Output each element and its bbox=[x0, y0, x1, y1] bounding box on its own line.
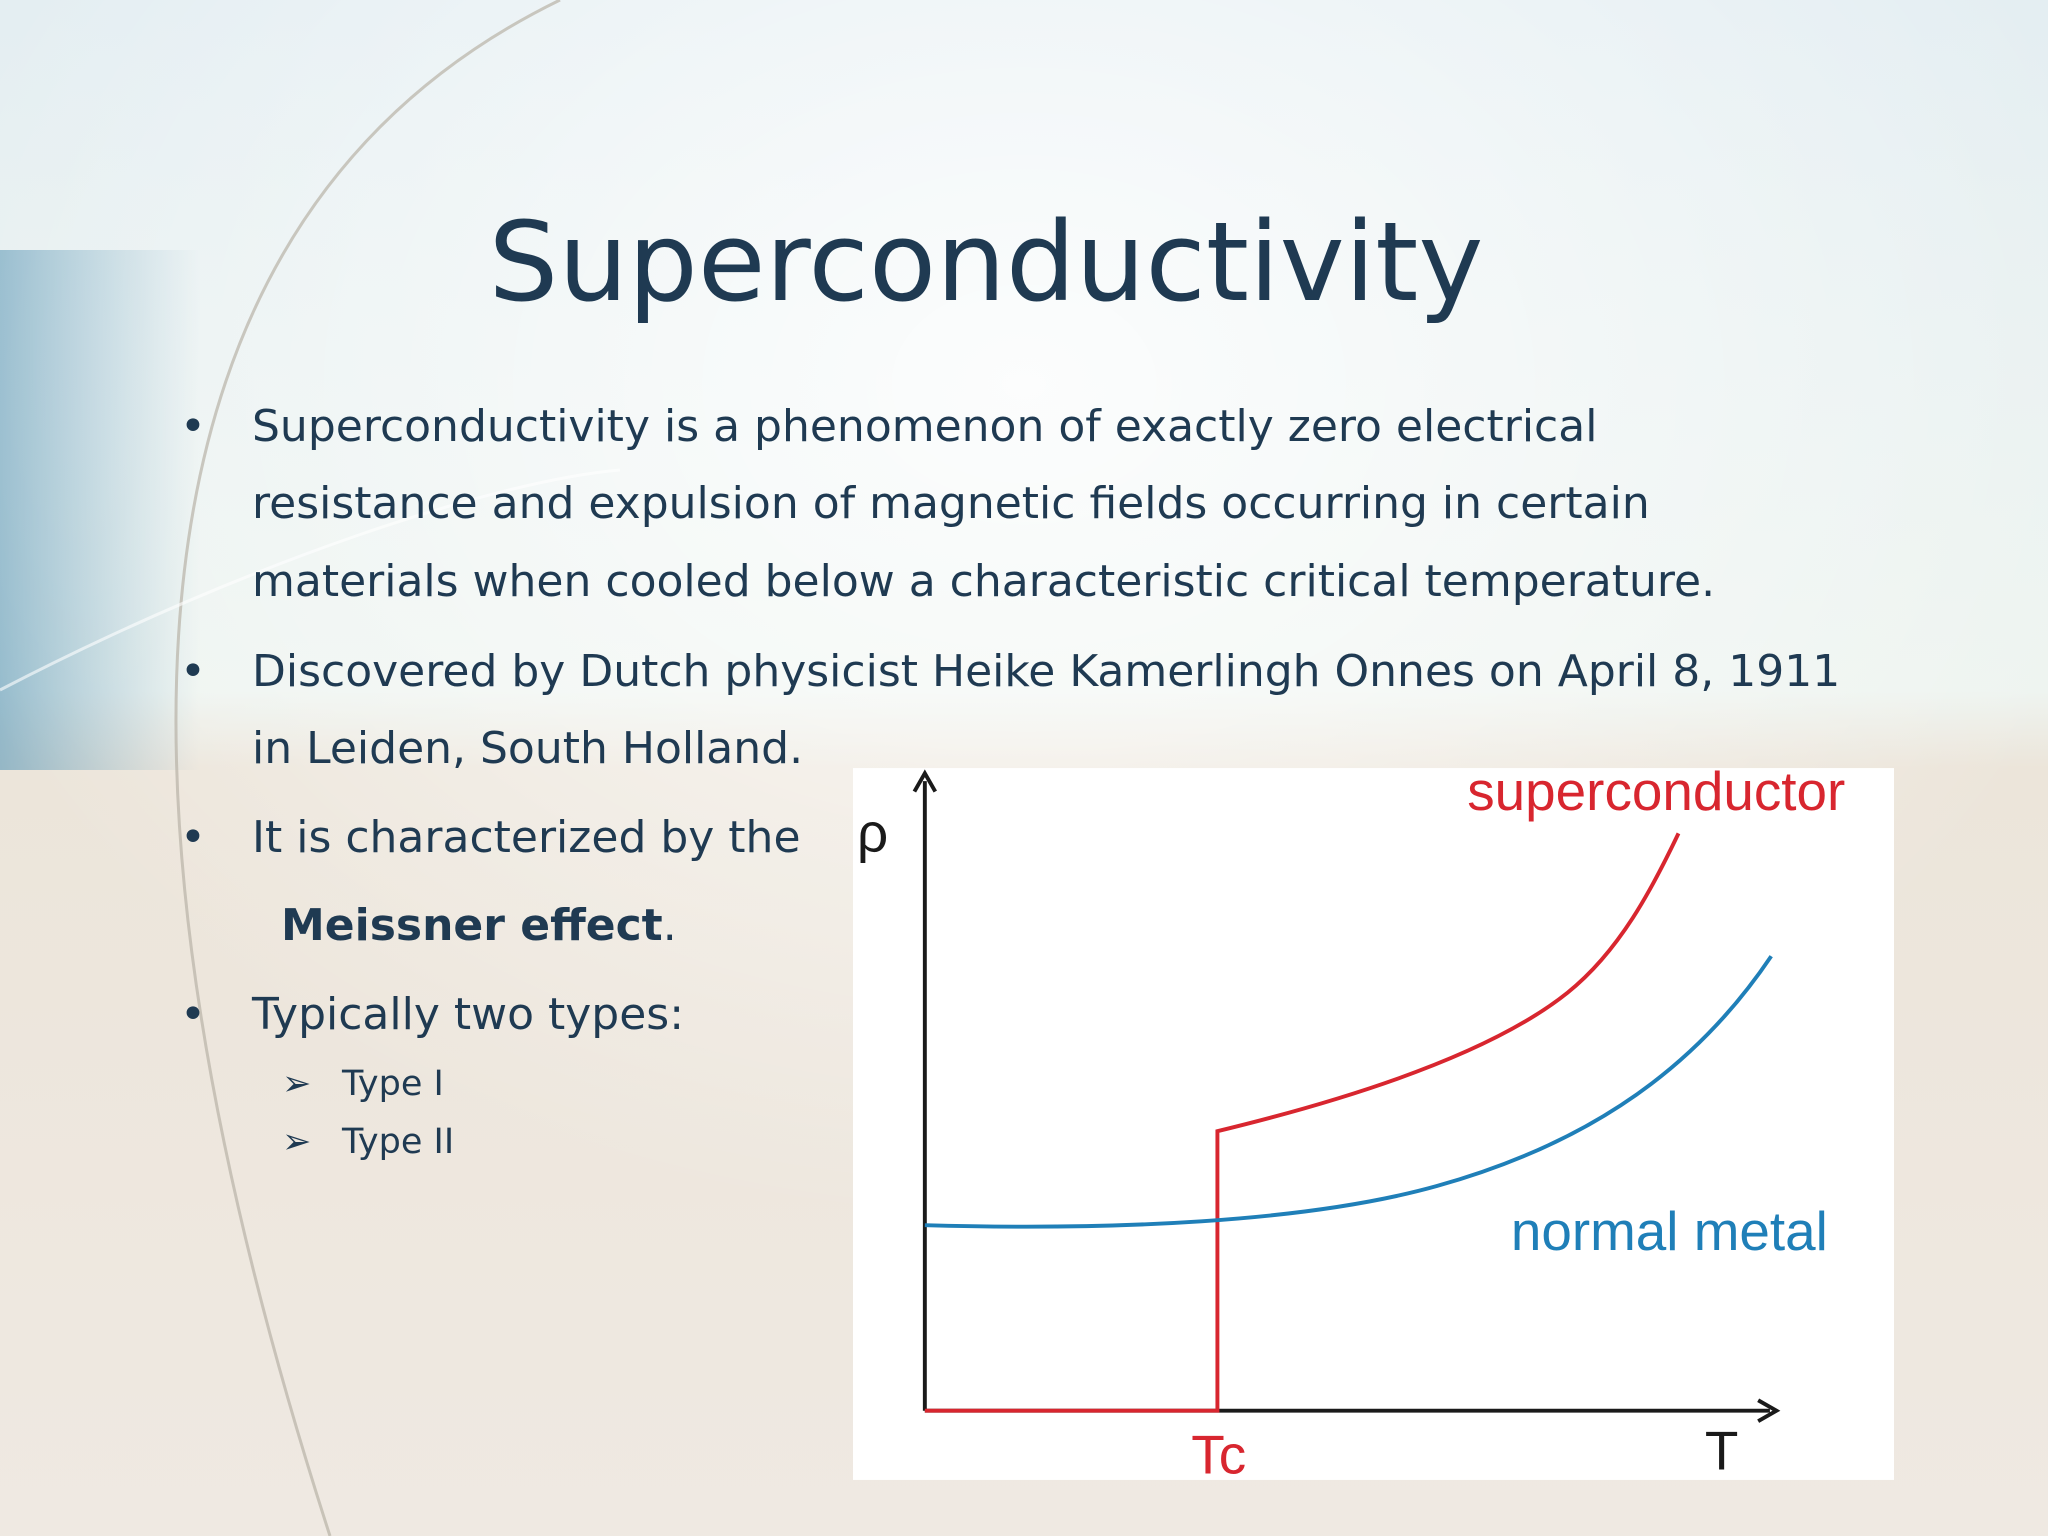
decor-curve bbox=[0, 468, 621, 692]
tc-label: Tc bbox=[1191, 1423, 1246, 1485]
bullet-text: materials when cooled below a characteri… bbox=[252, 556, 1715, 607]
bullet-text: It is characterized by the bbox=[252, 812, 801, 863]
curve-label: normal metal bbox=[1511, 1200, 1828, 1262]
bullet-dot: • bbox=[180, 812, 206, 863]
x-axis-label: T bbox=[1705, 1419, 1739, 1481]
sub-list: ➢ Type I ➢ Type II bbox=[282, 1064, 454, 1162]
punctuation: . bbox=[663, 900, 677, 951]
bold-term: Meissner effect bbox=[281, 900, 663, 951]
bullet-dot: • bbox=[180, 646, 206, 697]
sub-bullet-text: Type II bbox=[341, 1122, 454, 1162]
superconductor-curve bbox=[924, 832, 1681, 1413]
y-arrow bbox=[912, 769, 937, 793]
bullet-text: Meissner effect. bbox=[281, 900, 677, 951]
bullet-text: Superconductivity is a phenomenon of exa… bbox=[252, 401, 1597, 452]
diagram-bg bbox=[853, 768, 1894, 1480]
bullet-text: Discovered by Dutch physicist Heike Kame… bbox=[252, 646, 1840, 697]
bullet-text: in Leiden, South Holland. bbox=[252, 723, 803, 774]
diagram: ρ superconductor normal metal Tc T bbox=[853, 760, 1894, 1485]
normal-metal-curve bbox=[924, 955, 1773, 1229]
y-axis-label: ρ bbox=[857, 802, 888, 864]
sub-bullet-arrow: ➢ bbox=[282, 1064, 311, 1104]
bullet-dot: • bbox=[180, 989, 206, 1040]
bullet-text: resistance and expulsion of magnetic fie… bbox=[252, 478, 1650, 529]
sub-bullet-text: Type I bbox=[341, 1064, 444, 1104]
sub-bullet-arrow: ➢ bbox=[282, 1122, 311, 1162]
decor-curve bbox=[174, 0, 561, 1536]
bullet-list: • Superconductivity is a phenomenon of e… bbox=[180, 401, 1840, 1040]
bullet-dot: • bbox=[180, 401, 206, 452]
bullet-text: Typically two types: bbox=[251, 989, 684, 1040]
x-arrow bbox=[1757, 1398, 1781, 1423]
curve-label: superconductor bbox=[1467, 760, 1845, 822]
slide-title: Superconductivity bbox=[489, 198, 1484, 326]
